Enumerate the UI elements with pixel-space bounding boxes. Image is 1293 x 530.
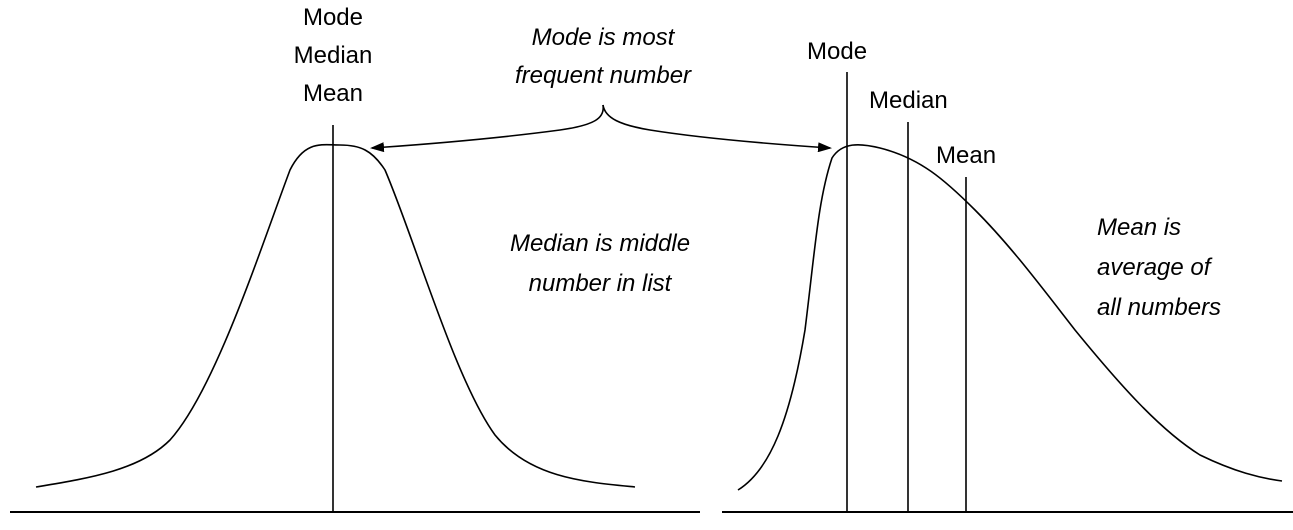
mode-note-line-1: Mode is most bbox=[531, 24, 675, 51]
mean-note-line-3: all numbers bbox=[1097, 294, 1222, 321]
mean-note-line-1: Mean is bbox=[1097, 214, 1182, 241]
left-symmetric-curve bbox=[35, 143, 636, 488]
median-note-line-1: Median is middle bbox=[509, 230, 691, 257]
left-mean-label: Mean bbox=[302, 80, 364, 107]
right-mode-label: Mode bbox=[807, 38, 868, 65]
median-note-line-2: number in list bbox=[528, 270, 672, 297]
mean-note-line-2: average of bbox=[1097, 254, 1211, 281]
right-mean-label: Mean bbox=[936, 142, 997, 169]
mode-arrow-right bbox=[602, 104, 832, 153]
right-skewed-curve bbox=[737, 143, 1283, 491]
left-mode-label: Mode bbox=[302, 4, 364, 31]
mode-arrow-left bbox=[370, 104, 604, 153]
left-median-label: Median bbox=[293, 42, 373, 69]
mode-note-line-2: frequent number bbox=[514, 62, 692, 89]
right-median-label: Median bbox=[869, 87, 948, 114]
